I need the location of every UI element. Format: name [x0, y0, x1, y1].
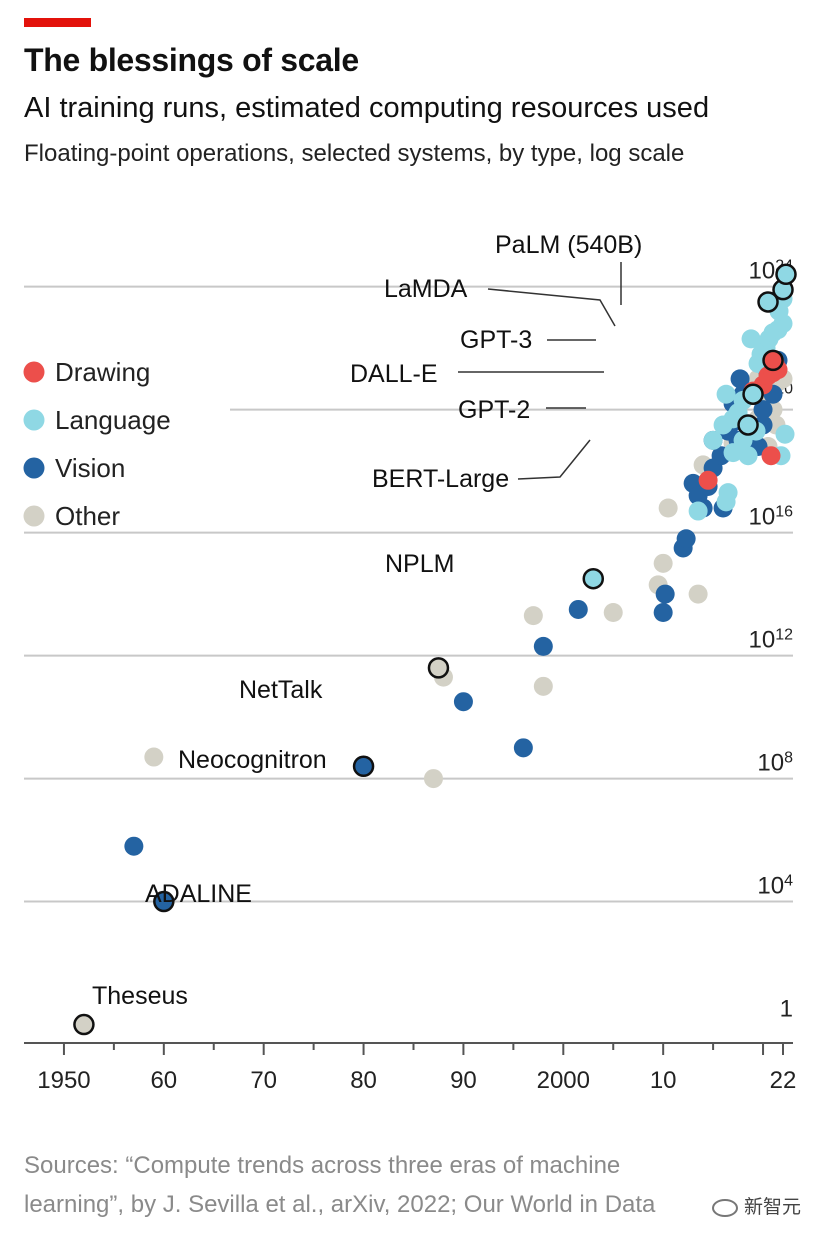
- y-tick-label: 108: [757, 750, 793, 777]
- data-point-language: [716, 384, 736, 404]
- data-point-vision: [453, 692, 473, 712]
- x-tick-label: 60: [150, 1067, 177, 1094]
- x-tick-label: 1950: [37, 1067, 90, 1094]
- x-tick-label: 70: [250, 1067, 277, 1094]
- data-point-language: [703, 430, 723, 450]
- highlighted-point: [427, 657, 450, 679]
- wechat-icon: [712, 1198, 738, 1217]
- annotation-label: Neocognitron: [178, 746, 327, 774]
- y-tick-label: 104: [757, 873, 793, 900]
- highlighted-point: [737, 414, 759, 436]
- highlighted-point: [153, 890, 175, 913]
- legend-swatch: [23, 457, 45, 479]
- y-tick-label: 1012: [749, 627, 794, 654]
- data-point-language: [741, 329, 761, 349]
- data-point-language: [723, 443, 743, 463]
- data-point-vision: [533, 636, 553, 656]
- x-tick-label: 2000: [537, 1067, 590, 1094]
- legend-label: Vision: [55, 453, 125, 483]
- y-tick-label: 1016: [749, 504, 794, 531]
- chart-title: The blessings of scale: [24, 42, 359, 78]
- y-tick-exponent: 4: [784, 873, 793, 890]
- highlighted-point: [582, 567, 605, 590]
- data-point-other: [658, 498, 678, 518]
- data-point-vision: [676, 529, 696, 549]
- highlighted-point: [352, 755, 375, 778]
- legend-swatch: [23, 505, 45, 527]
- annotation-label: LaMDA: [384, 275, 468, 303]
- data-point-vision: [753, 400, 773, 420]
- grid-lines: [24, 285, 793, 903]
- data-point-other: [688, 584, 708, 604]
- data-point-other: [144, 747, 164, 767]
- watermark-text: 新智元: [744, 1196, 802, 1218]
- y-tick-exponent: 16: [775, 504, 793, 521]
- annotation-label: GPT-2: [458, 396, 530, 424]
- x-tick-label: 10: [650, 1067, 677, 1094]
- data-point-vision: [653, 603, 673, 623]
- data-point-language: [718, 483, 738, 503]
- x-tick-label: 90: [450, 1067, 477, 1094]
- annotation-label: GPT-3: [460, 326, 532, 354]
- data-point-vision: [568, 599, 588, 619]
- highlighted-point: [742, 383, 764, 405]
- legend-swatch: [23, 409, 45, 431]
- data-point-other: [533, 676, 553, 696]
- data-point-other: [653, 553, 673, 573]
- annotation-label: ADALINE: [145, 880, 252, 908]
- annotation-label: BERT-Large: [372, 465, 509, 493]
- data-point-vision: [513, 738, 533, 758]
- x-axis: 1950 60 70 80 90 2000 10 22: [24, 1042, 797, 1094]
- annotation-label: NPLM: [385, 550, 454, 578]
- x-tick-label: 22: [770, 1067, 797, 1094]
- legend-swatch: [23, 361, 45, 383]
- data-point-vision: [730, 369, 750, 389]
- annotation-leader-line: [487, 288, 616, 327]
- scatter-chart: 11041081012101610201024 1950607080902000…: [23, 231, 797, 1094]
- highlighted-point: [73, 1013, 95, 1036]
- chart-subtitle: AI training runs, estimated computing re…: [24, 92, 710, 124]
- annotation-label: Theseus: [92, 982, 188, 1010]
- highlighted-point: [775, 263, 797, 286]
- data-point-language: [738, 446, 758, 466]
- data-point-vision: [655, 584, 675, 604]
- y-axis-tick-labels: 11041081012101610201024: [749, 258, 794, 1023]
- legend: Drawing Language Vision Other: [23, 357, 171, 531]
- annotation-label: DALL-E: [350, 360, 438, 388]
- annotation-label: NetTalk: [239, 676, 323, 704]
- y-tick-exponent: 12: [775, 627, 793, 644]
- data-point-drawing: [761, 446, 781, 466]
- data-point-language: [688, 501, 708, 521]
- legend-label: Other: [55, 501, 120, 531]
- legend-label: Language: [55, 405, 171, 435]
- data-point-other: [523, 606, 543, 626]
- data-point-vision: [124, 836, 144, 856]
- annotation-leader-line: [517, 439, 591, 480]
- highlighted-point: [757, 291, 779, 313]
- annotations: Theseus ADALINE Neocognitron NetTalk NPLM BER…: [73, 231, 797, 1036]
- source-note: Sources: “Compute trends across three er…: [24, 1152, 656, 1218]
- brand-accent-bar: [24, 18, 91, 27]
- data-point-other: [603, 603, 623, 623]
- data-point-language: [775, 424, 795, 444]
- data-point-other: [423, 769, 443, 789]
- watermark: 新智元: [712, 1192, 801, 1219]
- annotation-label: PaLM (540B): [495, 231, 642, 259]
- data-point-drawing: [698, 470, 718, 490]
- y-tick-label: 1: [780, 996, 793, 1023]
- legend-label: Drawing: [55, 357, 150, 387]
- y-tick-exponent: 8: [784, 750, 793, 767]
- highlighted-point: [762, 349, 784, 372]
- chart-description: Floating-point operations, selected syst…: [24, 140, 685, 167]
- x-tick-label: 80: [350, 1067, 377, 1094]
